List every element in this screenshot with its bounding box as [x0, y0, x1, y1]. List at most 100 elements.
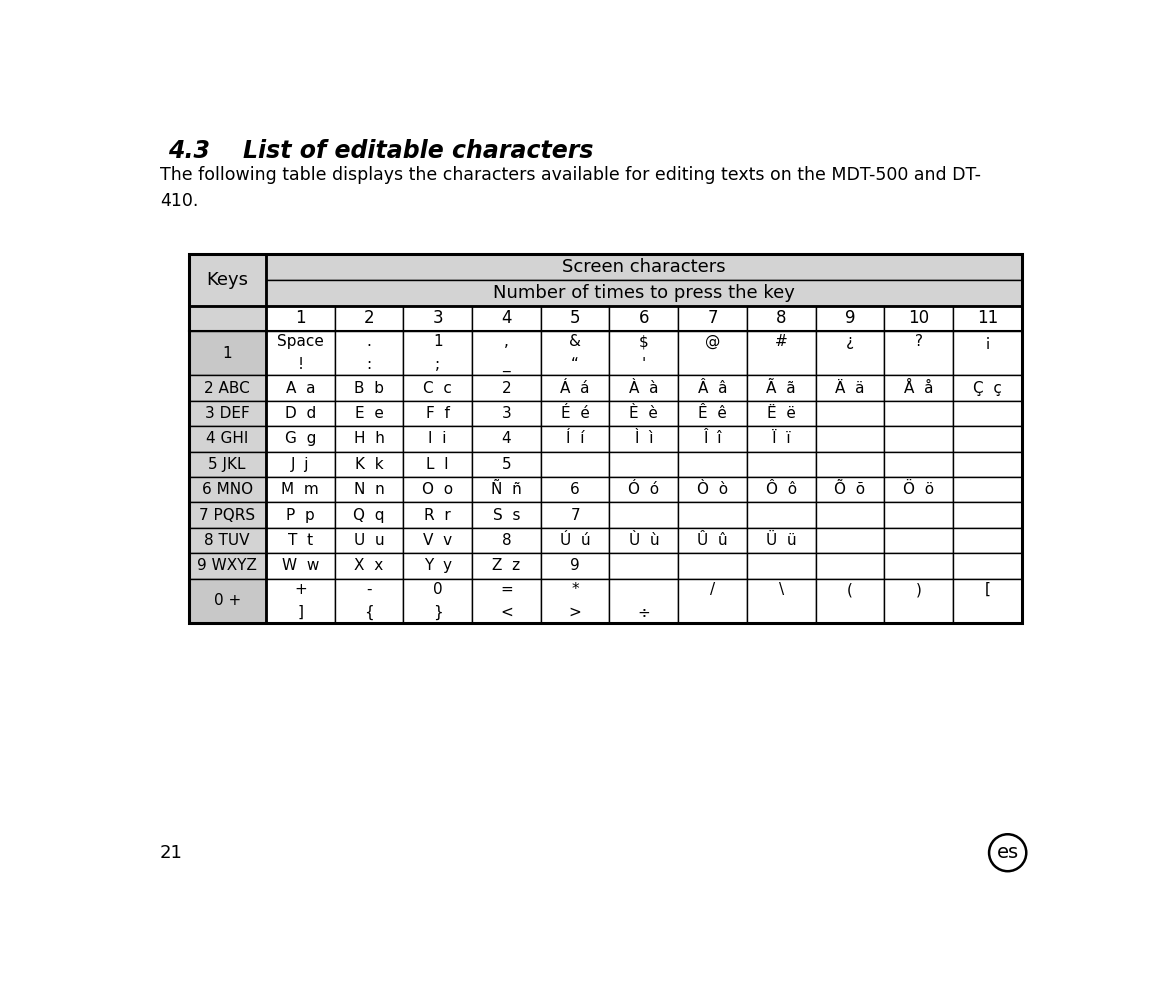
Text: Ê  ê: Ê ê: [698, 406, 727, 421]
Text: M  m: M m: [281, 483, 320, 497]
Bar: [266, 426, 335, 452]
Bar: [266, 400, 335, 426]
Text: .: .: [366, 334, 371, 350]
Text: #: #: [775, 334, 788, 350]
Bar: [404, 477, 473, 502]
Bar: [189, 331, 266, 376]
Bar: [953, 426, 1021, 452]
Bar: [335, 528, 404, 553]
Text: Ï  ï: Ï ï: [771, 431, 790, 446]
Bar: [953, 553, 1021, 579]
Text: 4 GHI: 4 GHI: [207, 431, 249, 446]
Text: W  w: W w: [281, 558, 319, 574]
Bar: [266, 279, 1021, 306]
Bar: [885, 400, 953, 426]
Bar: [747, 528, 816, 553]
Bar: [189, 452, 266, 477]
Bar: [678, 426, 747, 452]
Bar: [335, 331, 404, 376]
Bar: [953, 502, 1021, 528]
Text: :: :: [366, 357, 371, 372]
Text: 9: 9: [571, 558, 580, 574]
Text: C  c: C c: [424, 381, 452, 395]
Bar: [335, 426, 404, 452]
Bar: [678, 477, 747, 502]
Text: Û  û: Û û: [697, 533, 728, 548]
Text: B  b: B b: [354, 381, 384, 395]
Bar: [885, 331, 953, 376]
Text: T  t: T t: [288, 533, 313, 548]
Text: O  o: O o: [422, 483, 453, 497]
Bar: [404, 579, 473, 623]
Text: Ò  ò: Ò ò: [697, 483, 728, 497]
Bar: [609, 452, 678, 477]
Bar: [266, 331, 335, 376]
Text: 4.3    List of editable characters: 4.3 List of editable characters: [168, 139, 593, 163]
Text: es: es: [997, 843, 1019, 862]
Bar: [816, 579, 885, 623]
Bar: [678, 306, 747, 331]
Bar: [953, 376, 1021, 400]
Bar: [189, 376, 266, 400]
Text: 4: 4: [501, 309, 511, 327]
Bar: [540, 426, 609, 452]
Bar: [404, 331, 473, 376]
Bar: [266, 502, 335, 528]
Bar: [540, 477, 609, 502]
Text: 3: 3: [502, 406, 511, 421]
Bar: [609, 426, 678, 452]
Bar: [404, 452, 473, 477]
Bar: [473, 579, 540, 623]
Bar: [335, 502, 404, 528]
Text: R  r: R r: [425, 507, 452, 522]
Bar: [816, 477, 885, 502]
Text: Ô  ô: Ô ô: [766, 483, 797, 497]
Bar: [540, 528, 609, 553]
Text: 0: 0: [433, 583, 442, 598]
Bar: [335, 553, 404, 579]
Bar: [335, 579, 404, 623]
Text: {: {: [364, 605, 373, 619]
Text: 2 ABC: 2 ABC: [204, 381, 250, 395]
Text: >: >: [568, 605, 581, 619]
Bar: [678, 528, 747, 553]
Text: The following table displays the characters available for editing texts on the M: The following table displays the charact…: [160, 165, 980, 210]
Text: L  l: L l: [426, 457, 449, 472]
Text: F  f: F f: [426, 406, 449, 421]
Bar: [885, 452, 953, 477]
Text: J  j: J j: [291, 457, 309, 472]
Bar: [953, 477, 1021, 502]
Bar: [266, 579, 335, 623]
Bar: [816, 502, 885, 528]
Bar: [885, 477, 953, 502]
Text: 2: 2: [502, 381, 511, 395]
Bar: [678, 452, 747, 477]
Text: E  e: E e: [355, 406, 384, 421]
Bar: [189, 426, 266, 452]
Text: _: _: [503, 357, 510, 372]
Bar: [885, 502, 953, 528]
Text: Ì  ì: Ì ì: [635, 431, 654, 446]
Text: 1: 1: [295, 309, 306, 327]
Bar: [609, 400, 678, 426]
Text: +: +: [294, 583, 307, 598]
Bar: [747, 579, 816, 623]
Bar: [473, 477, 540, 502]
Bar: [885, 426, 953, 452]
Text: *: *: [572, 583, 579, 598]
Bar: [885, 553, 953, 579]
Text: U  u: U u: [354, 533, 384, 548]
Text: G  g: G g: [285, 431, 316, 446]
Text: Ë  ë: Ë ë: [767, 406, 796, 421]
Text: 7: 7: [571, 507, 580, 522]
Bar: [404, 426, 473, 452]
Bar: [189, 254, 1021, 623]
Text: (: (: [847, 583, 853, 598]
Text: Space: Space: [277, 334, 323, 350]
Bar: [189, 254, 266, 306]
Text: Q  q: Q q: [354, 507, 385, 522]
Bar: [609, 528, 678, 553]
Text: 1: 1: [223, 346, 232, 361]
Text: 10: 10: [908, 309, 929, 327]
Bar: [473, 400, 540, 426]
